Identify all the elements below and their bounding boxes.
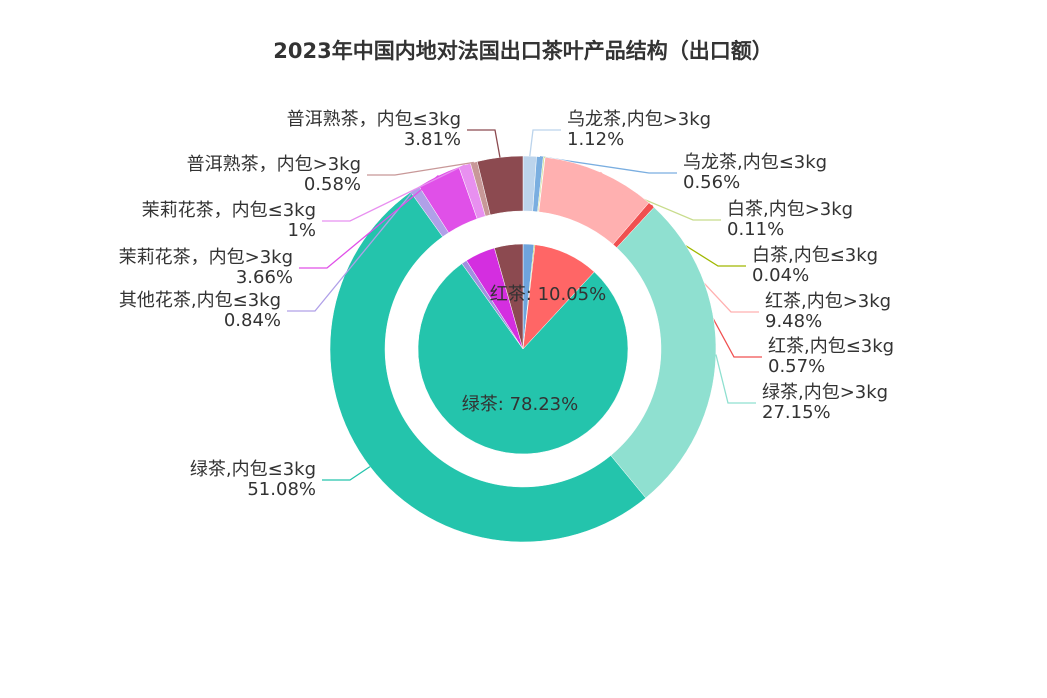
slice-category: 白茶,内包>3kg — [727, 199, 853, 220]
slice-category: 红茶,内包≤3kg — [768, 336, 894, 357]
pie-slice — [417, 263, 629, 455]
leader-line — [529, 129, 561, 157]
slice-category: 绿茶,内包>3kg — [762, 382, 888, 403]
donut-slice — [610, 206, 717, 499]
leader-line — [467, 129, 501, 158]
donut-slice — [476, 155, 524, 216]
slice-value: 51.08% — [247, 479, 316, 500]
slice-value: 1.12% — [567, 129, 624, 150]
slice-label: 绿茶: 78.23% — [462, 394, 578, 415]
slice-value: 3.81% — [404, 129, 461, 150]
leader-line — [367, 161, 474, 176]
slice-value: 0.57% — [768, 356, 825, 377]
leader-line — [299, 175, 439, 269]
slice-value: 3.66% — [236, 267, 293, 288]
chart-title: 2023年中国内地对法国出口茶叶产品结构（出口额） — [273, 39, 772, 63]
slice-value: 0.58% — [304, 174, 361, 195]
slice-category: 绿茶,内包≤3kg — [190, 459, 316, 480]
slice-value: 0.56% — [683, 172, 740, 193]
slice-value: 9.48% — [765, 311, 822, 332]
slice-category: 乌龙茶,内包>3kg — [567, 109, 711, 130]
slice-value: 1% — [287, 220, 316, 241]
donut-slice — [329, 191, 647, 543]
slice-label: 红茶: 10.05% — [490, 284, 606, 305]
leader-line — [715, 354, 756, 404]
slice-category: 乌龙茶,内包≤3kg — [683, 152, 827, 173]
slice-category: 其他花茶,内包≤3kg — [119, 290, 281, 311]
slice-value: 0.04% — [752, 265, 809, 286]
slice-category: 普洱熟茶，内包≤3kg — [287, 109, 461, 130]
slice-value: 0.11% — [727, 219, 784, 240]
leader-line — [287, 188, 416, 312]
pie-slice — [494, 243, 524, 350]
slice-category: 普洱熟茶，内包>3kg — [187, 154, 361, 175]
slice-value: 0.84% — [224, 310, 281, 331]
slice-category: 白茶,内包≤3kg — [752, 245, 878, 266]
slice-category: 红茶,内包>3kg — [765, 291, 891, 312]
slice-value: 27.15% — [762, 402, 831, 423]
leader-line — [539, 156, 677, 174]
slice-category: 茉莉花茶，内包>3kg — [119, 247, 293, 268]
slice-category: 茉莉花茶，内包≤3kg — [142, 200, 316, 221]
leader-line — [322, 164, 465, 222]
leader-line — [322, 466, 371, 481]
